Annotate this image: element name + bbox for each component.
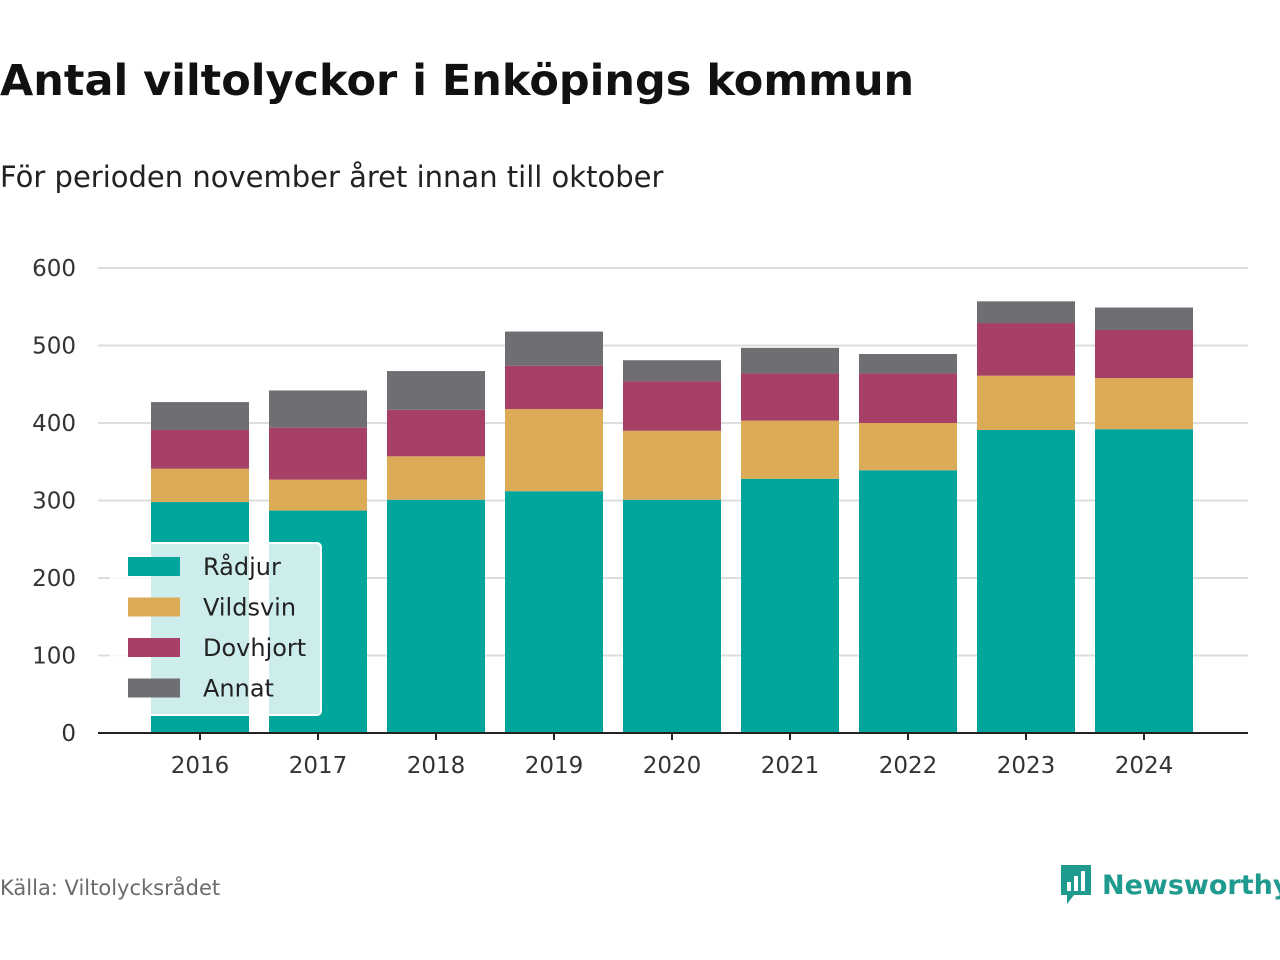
x-tick-label-2023: 2023	[997, 753, 1056, 779]
bar-2018-annat	[387, 371, 485, 410]
bar-2018-vildsvin	[387, 456, 485, 500]
bar-2020-dovhjort	[623, 381, 721, 431]
bar-2016-annat	[151, 402, 249, 430]
legend-label-rådjur: Rådjur	[203, 552, 281, 581]
newsworthy-logo-text: Newsworthy	[1102, 869, 1280, 901]
x-tick-label-2021: 2021	[761, 753, 820, 779]
legend: Rådjur Vildsvin Dovhjort Annat	[110, 542, 322, 716]
legend-box	[110, 542, 322, 716]
bar-2018-dovhjort	[387, 409, 485, 457]
bar-2022-annat	[859, 354, 957, 374]
bar-2019-annat	[505, 331, 603, 366]
y-tick-label-300: 300	[32, 489, 76, 515]
x-axis-ticks: 2016 2017 2018 2019 2020 2021 2022 2023 2024	[171, 733, 1174, 779]
y-tick-label-500: 500	[32, 334, 76, 360]
bar-2022-rådjur	[859, 470, 957, 733]
x-tick-label-2017: 2017	[289, 753, 348, 779]
bar-2023-annat	[977, 301, 1075, 324]
bar-2023-rådjur	[977, 429, 1075, 733]
bar-2021-vildsvin	[741, 420, 839, 479]
bar-2017-annat	[269, 390, 367, 428]
bar-2024-dovhjort	[1095, 330, 1193, 379]
legend-label-dovhjort: Dovhjort	[203, 634, 306, 662]
legend-label-vildsvin: Vildsvin	[203, 594, 296, 622]
chart-subtitle: För perioden november året innan till ok…	[0, 160, 664, 194]
bar-2019-rådjur	[505, 491, 603, 733]
bar-2019-vildsvin	[505, 409, 603, 492]
y-axis-ticks: 0 100 200 300 400 500 600	[32, 256, 76, 747]
y-tick-label-100: 100	[32, 644, 76, 670]
x-tick-label-2022: 2022	[879, 753, 938, 779]
legend-label-annat: Annat	[203, 675, 274, 703]
x-tick-label-2016: 2016	[171, 753, 230, 779]
legend-swatch-dovhjort	[128, 638, 180, 657]
bar-2024-vildsvin	[1095, 378, 1193, 430]
y-tick-label-0: 0	[61, 721, 76, 747]
bar-2020-annat	[623, 360, 721, 382]
bar-2022-dovhjort	[859, 373, 957, 423]
bar-2016-dovhjort	[151, 429, 249, 469]
x-tick-label-2019: 2019	[525, 753, 584, 779]
stacked-bar-chart: 0 100 200 300 400 500 600 2016 2017 2018 2019 2020…	[32, 256, 1248, 779]
bar-2019-dovhjort	[505, 365, 603, 410]
bar-2017-vildsvin	[269, 479, 367, 511]
bar-2023-vildsvin	[977, 375, 1075, 430]
x-tick-label-2024: 2024	[1115, 753, 1174, 779]
newsworthy-logo[interactable]: Newsworthy	[1058, 862, 1280, 908]
x-tick-label-2020: 2020	[643, 753, 702, 779]
bar-2024-rådjur	[1095, 429, 1193, 733]
bar-2020-rådjur	[623, 499, 721, 733]
newsworthy-logo-icon	[1061, 865, 1091, 904]
x-tick-label-2018: 2018	[407, 753, 466, 779]
y-tick-label-400: 400	[32, 411, 76, 437]
y-tick-label-600: 600	[32, 256, 76, 282]
bar-2016-vildsvin	[151, 468, 249, 503]
chart-title: Antal viltolyckor i Enköpings kommun	[0, 56, 915, 106]
bars	[151, 301, 1193, 733]
bar-2024-annat	[1095, 307, 1193, 330]
legend-swatch-rådjur	[128, 557, 180, 576]
bar-2018-rådjur	[387, 499, 485, 733]
bar-2021-dovhjort	[741, 373, 839, 421]
bar-2021-annat	[741, 347, 839, 374]
legend-swatch-annat	[128, 678, 180, 698]
source-note: Källa: Viltolycksrådet	[0, 876, 221, 900]
bar-2017-dovhjort	[269, 427, 367, 480]
bar-2020-vildsvin	[623, 430, 721, 500]
bar-2022-vildsvin	[859, 423, 957, 471]
bar-2023-dovhjort	[977, 323, 1075, 376]
y-tick-label-200: 200	[32, 566, 76, 592]
bar-2021-rådjur	[741, 478, 839, 733]
legend-swatch-vildsvin	[128, 597, 180, 617]
